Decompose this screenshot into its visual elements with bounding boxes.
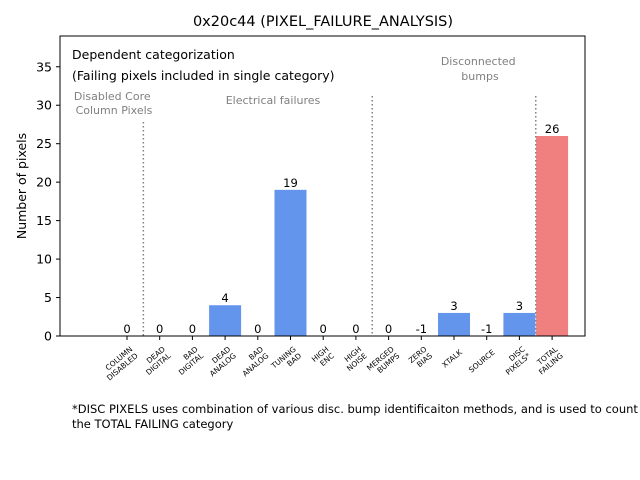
bar-tuning-bad xyxy=(274,189,307,336)
bar-value-label-high-enc: 0 xyxy=(320,322,327,336)
x-tick-label-xtalk: XTALK xyxy=(440,347,464,370)
y-tick-label-35: 35 xyxy=(36,59,52,74)
bars xyxy=(209,136,569,336)
x-tick-label-merged-bumps: MERGEDBUMPS xyxy=(365,344,402,379)
group-label-disconnected-line-1: Disconnected xyxy=(441,55,516,68)
group-label-disconnected-line-2: bumps xyxy=(461,70,499,83)
y-tick-label-5: 5 xyxy=(44,290,52,305)
y-tick-label-30: 30 xyxy=(36,98,52,113)
x-tick-label-line: SOURCE xyxy=(467,348,497,375)
y-tick-label-10: 10 xyxy=(36,252,52,267)
bar-value-label-xtalk: 3 xyxy=(450,299,457,313)
x-tick-label-column-disabled: COLUMNDISABLED xyxy=(99,344,139,382)
x-tick-label-tuning-bad: TUNINGBAD xyxy=(269,345,304,378)
x-tick-label-line: XTALK xyxy=(440,347,464,370)
y-tick-label-0: 0 xyxy=(44,329,52,344)
chart-title: 0x20c44 (PIXEL_FAILURE_ANALYSIS) xyxy=(193,14,453,30)
plot-frame xyxy=(59,35,586,337)
bar-value-label-bad-digital: 0 xyxy=(189,322,196,336)
bar-value-label-high-noise: 0 xyxy=(352,322,359,336)
x-tick-label-source: SOURCE xyxy=(467,348,497,375)
group-label-disabled-core-line-2: Column Pixels xyxy=(76,104,153,117)
bar-total-failing xyxy=(536,136,569,336)
y-tick-label-25: 25 xyxy=(36,136,52,151)
legend-box-line-1: Dependent categorization xyxy=(72,47,235,62)
x-tick-label-dead-analog: DEADANALOG xyxy=(202,344,238,378)
group-label-disconnected: Disconnected bumps xyxy=(441,55,519,83)
bar-value-label-column-disabled: 0 xyxy=(123,322,130,336)
y-tick-label-20: 20 xyxy=(36,175,52,190)
x-tick-label-high-noise: HIGHNOISE xyxy=(340,344,369,373)
y-tick-label-15: 15 xyxy=(36,213,52,228)
bar-xtalk xyxy=(438,312,470,336)
y-axis-ticks: 0 5 10 15 20 25 30 35 xyxy=(36,59,60,344)
category-separators xyxy=(142,96,537,336)
legend-box-line-2: (Failing pixels included in single categ… xyxy=(72,68,335,83)
group-label-disabled-core-line-1: Disabled Core xyxy=(74,90,151,103)
group-label-disabled-core: Disabled Core Column Pixels xyxy=(74,90,154,117)
y-axis-label: Number of pixels xyxy=(14,133,29,239)
bar-value-label-source: -1 xyxy=(481,322,492,336)
bar-value-label-total-failing: 26 xyxy=(545,122,560,136)
x-tick-label-bad-analog: BADANALOG xyxy=(235,345,271,379)
footnote: *DISC PIXELS uses combination of various… xyxy=(72,402,638,431)
x-tick-label-dead-digital: DEADDIGITAL xyxy=(139,344,173,377)
bar-dead-analog xyxy=(209,305,242,336)
group-label-electrical: Electrical failures xyxy=(226,94,321,107)
x-axis-ticks: COLUMNDISABLED DEADDIGITAL BADDIGITAL DEADA… xyxy=(99,336,566,382)
x-tick-label-total-failing: TOTALFAILING xyxy=(532,344,566,376)
bar-value-label-bad-analog: 0 xyxy=(254,322,261,336)
x-tick-label-disc-pixels: DISCPIXELS* xyxy=(498,344,532,376)
bar-value-label-merged-bumps: 0 xyxy=(385,322,392,336)
bar-value-label-tuning-bad: 19 xyxy=(283,176,298,190)
bar-value-label-disc-pixels: 3 xyxy=(516,299,523,313)
x-tick-label-high-enc: HIGHENC xyxy=(310,345,336,371)
bar-value-label-zero-bias: -1 xyxy=(416,322,427,336)
group-label-electrical-line-1: Electrical failures xyxy=(226,94,321,107)
x-tick-label-zero-bias: ZEROBIAS xyxy=(407,344,435,371)
x-tick-label-bad-digital: BADDIGITAL xyxy=(171,344,205,377)
bar-disc-pixels xyxy=(503,312,536,336)
bar-value-labels: 0 0 0 4 0 19 0 0 0 -1 3 -1 3 26 xyxy=(123,122,559,336)
bar-value-label-dead-analog: 4 xyxy=(221,291,228,305)
bar-value-label-dead-digital: 0 xyxy=(156,322,163,336)
